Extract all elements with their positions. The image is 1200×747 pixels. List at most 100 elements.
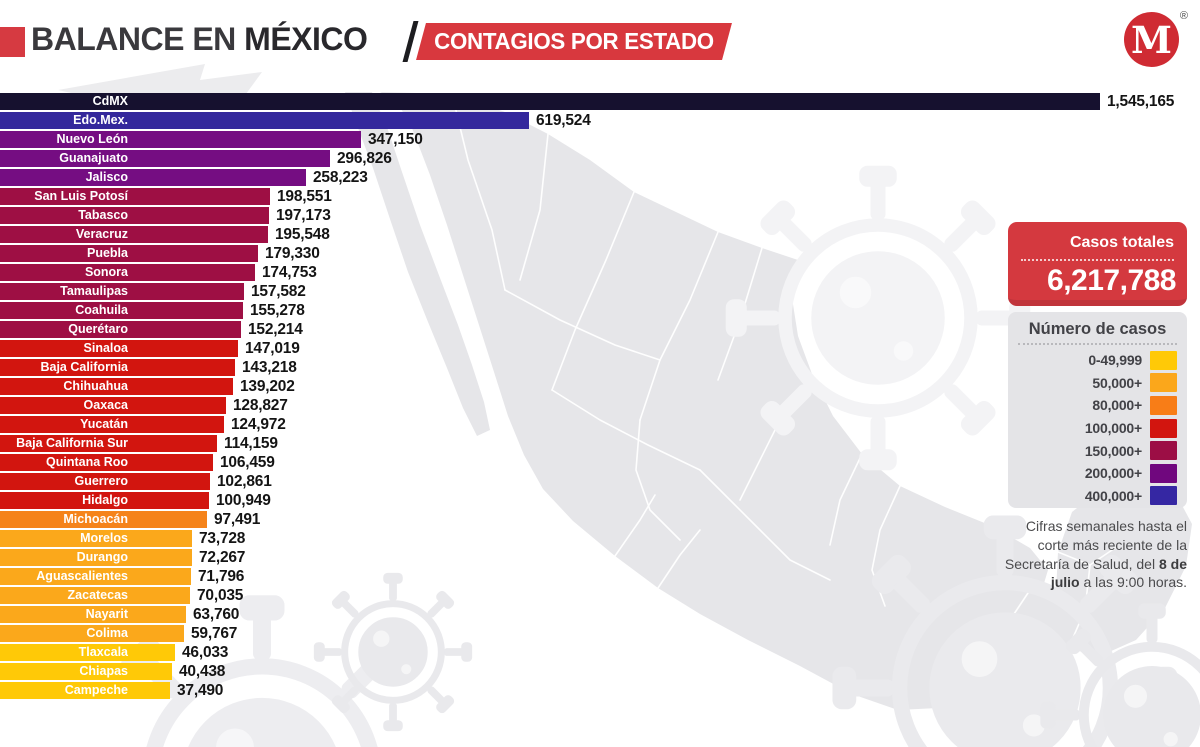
bar-row: Quintana Roo 106,459: [0, 454, 1200, 471]
page-title: BALANCE EN MÉXICO: [31, 21, 368, 58]
total-cases-value: 6,217,788: [1047, 264, 1176, 297]
state-label: Veracruz: [75, 227, 128, 241]
state-bar: [0, 454, 213, 471]
legend-row: 50,000+: [1008, 372, 1177, 395]
bar-row: Jalisco 258,223: [0, 169, 1200, 186]
state-bar: [0, 511, 207, 528]
state-value: 73,728: [199, 529, 246, 547]
state-bar: [0, 93, 1100, 110]
state-bar: [0, 207, 269, 224]
bar-row: Coahuila 155,278: [0, 302, 1200, 319]
legend-color-swatch: [1150, 373, 1177, 393]
state-bar: [0, 682, 170, 699]
logo-circle: [1124, 12, 1179, 67]
state-bar: [0, 112, 529, 129]
state-bar: [0, 188, 270, 205]
state-label: Quintana Roo: [46, 455, 128, 469]
legend-row: 100,000+: [1008, 417, 1177, 440]
state-value: 139,202: [240, 377, 295, 395]
state-label: Guanajuato: [59, 151, 128, 165]
legend-color-swatch: [1150, 350, 1177, 370]
bar-row: Michoacán 97,491: [0, 511, 1200, 528]
state-value: 179,330: [265, 244, 320, 262]
state-bar: [0, 321, 241, 338]
footnote-text-before: Cifras semanales hasta el corte más reci…: [1004, 518, 1187, 572]
bar-row: Campeche 37,490: [0, 682, 1200, 699]
state-value: 40,438: [179, 662, 226, 680]
bar-row: Yucatán 124,972: [0, 416, 1200, 433]
state-value: 46,033: [182, 643, 229, 661]
state-label: San Luis Potosí: [34, 189, 128, 203]
state-value: 258,223: [313, 168, 368, 186]
state-value: 59,767: [191, 624, 238, 642]
state-bar: [0, 416, 224, 433]
state-label: Sonora: [84, 265, 128, 279]
state-bar: [0, 131, 361, 148]
state-label: Baja California: [40, 360, 128, 374]
state-bar: [0, 245, 258, 262]
bar-row: Querétaro 152,214: [0, 321, 1200, 338]
legend-row: 80,000+: [1008, 394, 1177, 417]
legend-row: 150,000+: [1008, 439, 1177, 462]
state-value: 37,490: [177, 681, 224, 699]
red-accent-bar: [0, 27, 25, 57]
bar-row: Tlaxcala 46,033: [0, 644, 1200, 661]
bar-row: Sonora 174,753: [0, 264, 1200, 281]
bar-row: Sinaloa 147,019: [0, 340, 1200, 357]
legend-label: 50,000+: [1092, 374, 1142, 391]
state-value: 70,035: [197, 586, 244, 604]
state-label: Chihuahua: [63, 379, 128, 393]
bar-row: San Luis Potosí 198,551: [0, 188, 1200, 205]
legend-color-swatch: [1150, 463, 1177, 483]
state-label: Sinaloa: [83, 341, 128, 355]
bar-row: Nayarit 63,760: [0, 606, 1200, 623]
footnote: Cifras semanales hasta el corte más reci…: [1002, 517, 1187, 592]
state-value: 198,551: [277, 187, 332, 205]
state-bar: [0, 473, 210, 490]
state-value: 619,524: [536, 111, 591, 129]
state-label: Nuevo León: [56, 132, 128, 146]
state-bars-chart: CdMX 1,545,165 Edo.Mex. 619,524 Nuevo León 34…: [0, 93, 1200, 701]
milenio-logo: M ®: [1122, 10, 1188, 70]
state-value: 97,491: [214, 510, 261, 528]
state-bar: [0, 378, 233, 395]
state-value: 114,159: [224, 434, 278, 452]
state-value: 128,827: [233, 396, 288, 414]
legend-label: 150,000+: [1084, 442, 1142, 459]
state-borders: [451, 93, 1116, 663]
bar-row: Zacatecas 70,035: [0, 587, 1200, 604]
bar-row: Veracruz 195,548: [0, 226, 1200, 243]
bar-row: Chiapas 40,438: [0, 663, 1200, 680]
state-label: Yucatán: [80, 417, 128, 431]
state-label: Oaxaca: [83, 398, 128, 412]
state-bar: [0, 492, 209, 509]
state-value: 155,278: [250, 301, 305, 319]
title-regular: BALANCE EN: [31, 21, 245, 57]
state-value: 197,173: [276, 206, 331, 224]
bar-row: Nuevo León 347,150: [0, 131, 1200, 148]
total-cases-box: Casos totales 6,217,788: [1008, 222, 1187, 306]
state-bar: [0, 397, 226, 414]
state-bar: [0, 568, 191, 585]
state-bar: [0, 587, 190, 604]
state-bar: [0, 169, 306, 186]
legend-title: Número de casos: [1028, 320, 1167, 338]
legend-color-swatch: [1150, 441, 1177, 461]
bar-row: Baja California Sur 114,159: [0, 435, 1200, 452]
bar-row: Durango 72,267: [0, 549, 1200, 566]
state-bar: [0, 359, 235, 376]
state-bar: [0, 663, 172, 680]
state-value: 124,972: [231, 415, 286, 433]
state-bar: [0, 283, 244, 300]
footnote-text-after: a las 9:00 horas.: [1079, 574, 1187, 591]
state-value: 100,949: [216, 491, 271, 509]
state-label: Tlaxcala: [78, 645, 128, 659]
state-bar: [0, 435, 217, 452]
state-value: 71,796: [198, 567, 245, 585]
state-value: 157,582: [251, 282, 306, 300]
state-value: 152,214: [248, 320, 303, 338]
bar-row: Colima 59,767: [0, 625, 1200, 642]
bar-row: Guanajuato 296,826: [0, 150, 1200, 167]
legend-label: 200,000+: [1084, 465, 1142, 482]
